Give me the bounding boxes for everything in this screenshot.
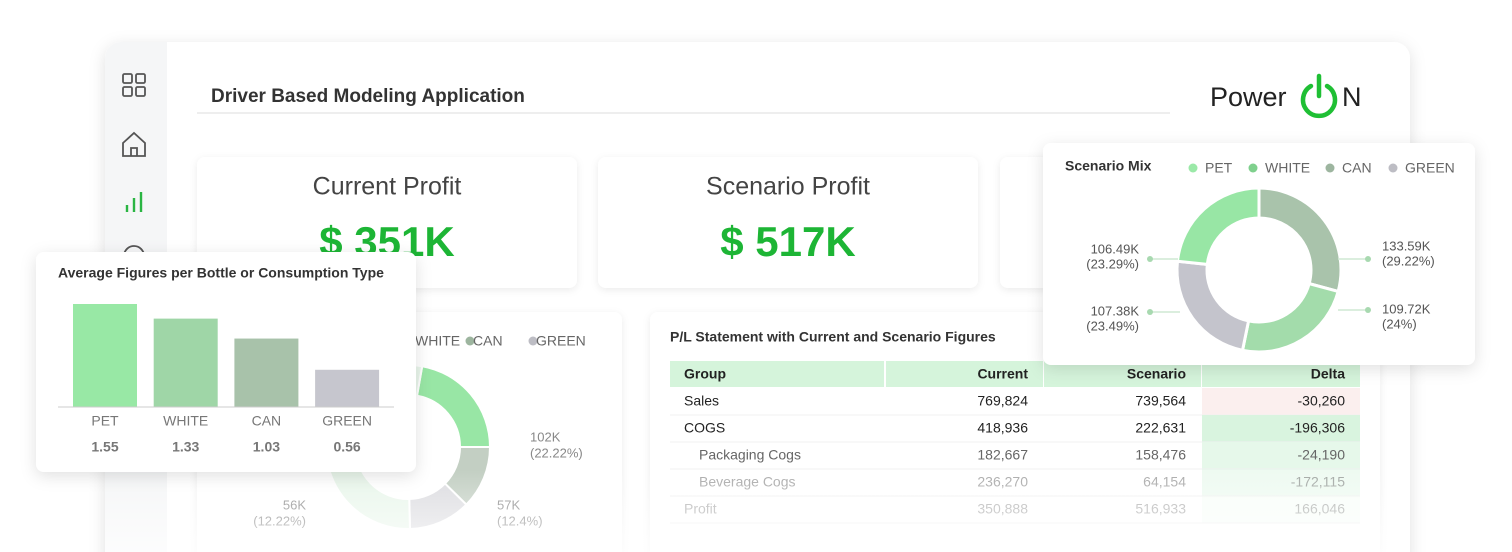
- kpi-value: $ 517K: [720, 218, 855, 265]
- header-label: Scenario: [1127, 366, 1186, 382]
- table-cell: Sales: [684, 393, 719, 409]
- header-cell: [886, 361, 1043, 387]
- header-cell: [1044, 361, 1201, 387]
- mix-title: Scenario Mix: [1065, 158, 1152, 174]
- legend-dot: [528, 336, 538, 346]
- header-label: Group: [684, 366, 726, 382]
- legend-dot: [465, 336, 475, 346]
- legend-label: WHITE: [415, 333, 460, 349]
- floating-cards: Average Figures per Bottle or Consumptio…: [36, 143, 1475, 472]
- bar-value: 1.03: [253, 439, 280, 455]
- donut-value-label: 106.49K: [1091, 241, 1140, 256]
- table-cell: 182,667: [977, 447, 1028, 463]
- legend-label: WHITE: [1265, 160, 1310, 176]
- app-title: Driver Based Modeling Application: [211, 86, 525, 107]
- bar: [73, 304, 137, 407]
- legend-label: CAN: [1342, 160, 1372, 176]
- legend-label: GREEN: [536, 333, 586, 349]
- bar-value: 1.55: [91, 439, 118, 455]
- donut-value-label: 133.59K: [1382, 238, 1431, 253]
- bar-value: 0.56: [333, 439, 360, 455]
- donut-percent-label: (29.22%): [1382, 253, 1435, 268]
- donut-percent-label: (23.49%): [1086, 318, 1139, 333]
- header-label: Current: [977, 366, 1028, 382]
- table-cell: -196,306: [1290, 420, 1345, 436]
- table-cell: -24,190: [1298, 447, 1346, 463]
- bar-title: Average Figures per Bottle or Consumptio…: [58, 265, 384, 281]
- bar-category: WHITE: [163, 413, 208, 429]
- leader-dot: [1365, 256, 1371, 262]
- table-cell: 418,936: [977, 420, 1028, 436]
- legend-dot: [1388, 163, 1398, 173]
- donut-value-label: 102K: [530, 429, 561, 444]
- legend-dot: [1188, 163, 1198, 173]
- kpi-card: [598, 157, 978, 288]
- delta-cell: [1202, 388, 1360, 415]
- fade-overlay: [105, 470, 1410, 552]
- bar-category: CAN: [252, 413, 282, 429]
- donut-percent-label: (24%): [1382, 316, 1417, 331]
- donut-value-label: 109.72K: [1382, 301, 1431, 316]
- bar: [234, 338, 299, 407]
- bar: [315, 369, 380, 407]
- logo-icon: [1300, 73, 1338, 119]
- header-cell: [670, 361, 884, 387]
- leader-dot: [1147, 256, 1153, 262]
- table-cell: 158,476: [1135, 447, 1186, 463]
- legend-label: CAN: [473, 333, 503, 349]
- table-cell: 222,631: [1135, 420, 1186, 436]
- table-cell: 769,824: [977, 393, 1028, 409]
- logo-right: N: [1342, 82, 1362, 112]
- donut-value-label: 107.38K: [1091, 303, 1140, 318]
- leader-dot: [1147, 309, 1153, 315]
- leader-dot: [1365, 307, 1371, 313]
- donut-percent-label: (22.22%): [530, 445, 583, 460]
- donut-percent-label: (23.29%): [1086, 256, 1139, 271]
- table-title: P/L Statement with Current and Scenario …: [670, 329, 996, 345]
- bar-category: PET: [91, 413, 119, 429]
- table-cell: 739,564: [1135, 393, 1186, 409]
- logo-left: Power: [1210, 82, 1287, 112]
- bar-value: 1.33: [172, 439, 199, 455]
- delta-cell: [1202, 415, 1360, 442]
- kpi-label: Current Profit: [313, 173, 462, 201]
- bar: [153, 318, 218, 407]
- legend-label: GREEN: [1405, 160, 1455, 176]
- header-label: Delta: [1311, 366, 1345, 382]
- table-cell: Packaging Cogs: [699, 447, 801, 463]
- bar-category: GREEN: [322, 413, 372, 429]
- kpi-label: Scenario Profit: [706, 173, 870, 201]
- header-cell: [1202, 361, 1360, 387]
- table-cell: COGS: [684, 420, 725, 436]
- donut-segment: [1175, 186, 1261, 267]
- legend-dot: [1248, 163, 1258, 173]
- delta-cell: [1202, 442, 1360, 469]
- table-cell: -30,260: [1298, 393, 1346, 409]
- legend-label: PET: [1205, 160, 1233, 176]
- legend-dot: [1325, 163, 1335, 173]
